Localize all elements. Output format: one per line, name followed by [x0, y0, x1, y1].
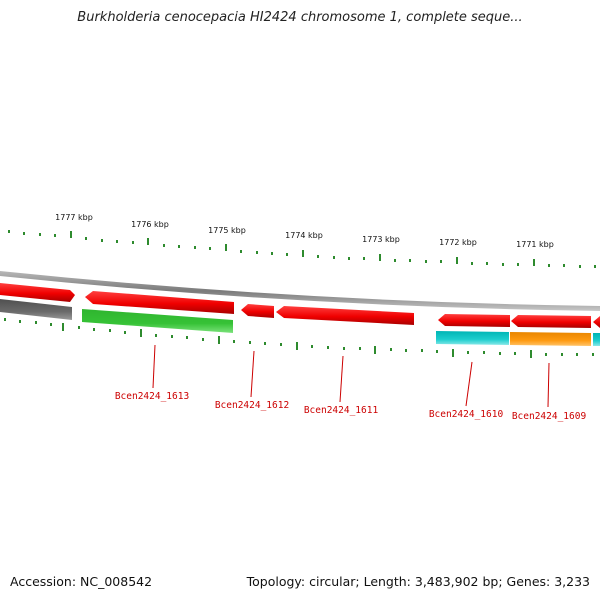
genome-summary: Topology: circular; Length: 3,483,902 bp…	[246, 574, 590, 589]
locus-label-bcen2424-1611[interactable]: Bcen2424_1611	[304, 405, 379, 416]
gene-arrow-forward	[0, 283, 75, 302]
gene-arrow-bcen2424-1612	[241, 304, 274, 318]
gene-block-cyan-edge	[593, 333, 600, 346]
leader-line-bcen2424-1611	[339, 355, 344, 403]
locus-label-bcen2424-1609[interactable]: Bcen2424_1609	[512, 411, 587, 422]
kbp-label-1775: 1775 kbp	[208, 226, 246, 235]
chromosome-backbone	[0, 271, 600, 311]
locus-label-bcen2424-1613[interactable]: Bcen2424_1613	[115, 391, 189, 402]
kbp-label-1774: 1774 kbp	[285, 231, 323, 240]
leader-line-bcen2424-1612	[250, 350, 255, 398]
gene-arrow-bcen2424-1610	[438, 314, 510, 327]
accession-label: Accession: NC_008542	[10, 574, 153, 589]
kbp-label-1776: 1776 kbp	[131, 220, 169, 229]
gene-block-orange	[510, 332, 591, 346]
leader-line-bcen2424-1613	[152, 344, 156, 389]
inner-tick-scale	[4, 318, 594, 358]
gene-block-gray	[0, 299, 72, 320]
leader-line-bcen2424-1610	[465, 361, 473, 407]
kbp-label-1777: 1777 kbp	[55, 213, 93, 222]
gene-block-green	[82, 309, 233, 333]
outer-tick-scale	[8, 230, 596, 268]
gene-arrow-bcen2424-1609	[511, 315, 591, 328]
gene-block-cyan	[436, 331, 509, 345]
locus-label-bcen2424-1610[interactable]: Bcen2424_1610	[429, 409, 504, 420]
kbp-label-1771: 1771 kbp	[516, 240, 554, 249]
gene-arrow-bcen2424-1611	[276, 306, 414, 325]
gene-arrow-forward-edge	[593, 316, 600, 328]
kbp-label-1773: 1773 kbp	[362, 235, 400, 244]
gene-arrow-bcen2424-1613	[85, 291, 234, 314]
page-title: Burkholderia cenocepacia HI2424 chromoso…	[77, 10, 523, 25]
kbp-label-1772: 1772 kbp	[439, 238, 477, 247]
locus-label-bcen2424-1612[interactable]: Bcen2424_1612	[215, 400, 289, 411]
leader-line-bcen2424-1609	[547, 362, 550, 408]
